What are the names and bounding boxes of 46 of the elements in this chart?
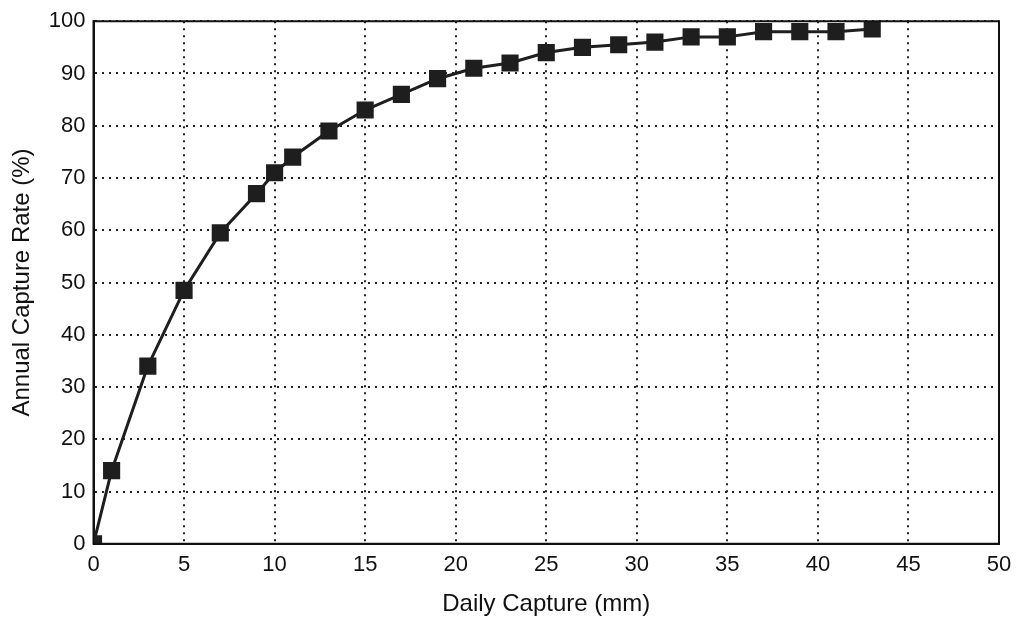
y-tick-label: 50 <box>61 268 86 294</box>
point <box>392 85 410 103</box>
point <box>211 224 229 242</box>
x-tick-label: 25 <box>534 551 559 577</box>
y-tick-label: 60 <box>61 216 86 242</box>
y-tick-label: 70 <box>61 164 86 190</box>
x-tick-label: 20 <box>443 551 468 577</box>
y-tick-label: 20 <box>61 425 86 451</box>
x-tick-label: 50 <box>986 551 1012 577</box>
y-tick-label: 30 <box>61 373 86 399</box>
x-tick-label: 15 <box>352 551 378 577</box>
point <box>356 101 374 119</box>
y-tick-label: 0 <box>73 529 86 555</box>
x-tick-label: 10 <box>262 551 287 577</box>
x-tick-label: 45 <box>896 551 921 577</box>
x-tick-label: 40 <box>805 551 831 577</box>
x-tick-label: 5 <box>177 551 191 577</box>
y-tick-label: 40 <box>61 320 86 346</box>
point <box>501 54 519 72</box>
point <box>266 164 284 182</box>
point <box>755 23 773 41</box>
x-axis-title: Daily Capture (mm) <box>442 589 651 617</box>
x-tick-label: 30 <box>624 551 650 577</box>
point <box>429 70 447 88</box>
y-tick-label: 80 <box>61 111 86 137</box>
y-tick-label: 10 <box>61 477 86 503</box>
y-tick-label: 100 <box>48 7 86 33</box>
point <box>465 59 483 77</box>
point <box>682 28 700 46</box>
point <box>175 281 193 299</box>
point <box>718 28 736 46</box>
point <box>320 122 338 140</box>
point <box>646 33 664 51</box>
point <box>863 21 881 38</box>
point <box>537 43 555 62</box>
y-tick-label: 90 <box>61 59 86 85</box>
point <box>284 148 302 166</box>
point <box>247 185 266 203</box>
point <box>827 23 845 41</box>
y-axis-title: Annual Capture Rate (%) <box>7 148 35 417</box>
point <box>139 357 157 375</box>
point <box>103 462 121 480</box>
x-tick-label: 35 <box>715 551 740 577</box>
point <box>791 23 809 41</box>
point <box>573 38 592 56</box>
point <box>610 36 628 54</box>
